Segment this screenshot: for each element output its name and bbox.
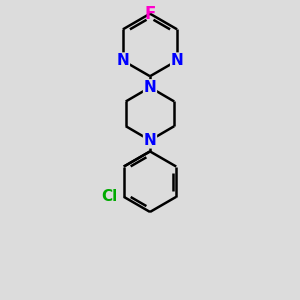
Text: N: N [144, 80, 156, 95]
Text: N: N [144, 133, 156, 148]
Text: N: N [171, 53, 184, 68]
Text: F: F [144, 5, 156, 23]
Text: Cl: Cl [101, 189, 118, 204]
Text: N: N [116, 53, 129, 68]
